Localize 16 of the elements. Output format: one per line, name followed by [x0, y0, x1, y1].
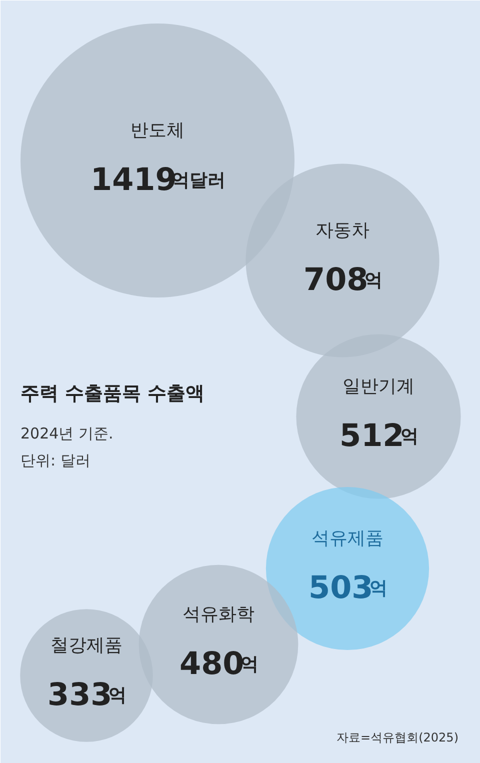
category-label: 반도체 [130, 120, 184, 141]
category-label: 자동차 [316, 220, 370, 241]
category-label: 석유제품 [312, 528, 384, 549]
data-label: 333억 [48, 677, 126, 713]
data-label: 480억 [180, 646, 258, 682]
data-label: 503억 [308, 570, 388, 606]
data-label: 1419억달러 [90, 162, 226, 198]
text: 2024년 기준. [20, 424, 114, 442]
text: 자료=석유협회(2025) [336, 730, 459, 744]
text: 주력 수출품목 수출액 [20, 382, 205, 404]
category-label: 일반기계 [342, 376, 414, 397]
category-label: 철강제품 [50, 635, 122, 656]
category-label: 석유화학 [182, 604, 254, 625]
data-label: 512억 [340, 418, 418, 454]
data-label: 708억 [304, 262, 382, 298]
text: 단위: 달러 [20, 452, 90, 470]
